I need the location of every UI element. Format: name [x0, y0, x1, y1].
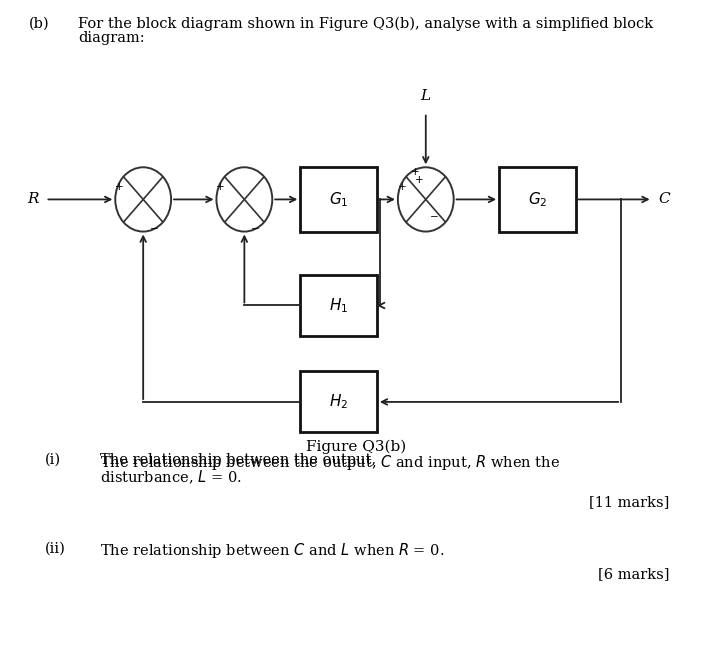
Text: +: +: [216, 182, 225, 192]
Text: +: +: [398, 182, 407, 192]
Text: Figure Q3(b): Figure Q3(b): [306, 440, 406, 454]
Text: The relationship between $C$ and $L$ when $R$ = 0.: The relationship between $C$ and $L$ whe…: [100, 541, 444, 560]
Text: $G_2$: $G_2$: [528, 190, 547, 209]
Text: +: +: [411, 167, 419, 177]
Text: $H_2$: $H_2$: [329, 392, 348, 411]
Text: disturbance, $L$ = 0.: disturbance, $L$ = 0.: [100, 469, 241, 487]
Text: [11 marks]: [11 marks]: [589, 495, 669, 509]
Bar: [300, 371, 377, 432]
Text: For the block diagram shown in Figure Q3(b), analyse with a simplified block: For the block diagram shown in Figure Q3…: [78, 16, 654, 31]
Text: [6 marks]: [6 marks]: [598, 567, 669, 581]
Text: The relationship between the output,: The relationship between the output,: [100, 453, 380, 466]
Text: R: R: [27, 192, 38, 207]
Text: (ii): (ii): [45, 541, 66, 555]
Text: L: L: [421, 89, 431, 103]
Text: +: +: [414, 175, 423, 185]
Text: The relationship between the output, $C$ and input, $R$ when the: The relationship between the output, $C$…: [100, 453, 560, 472]
Text: (b): (b): [28, 16, 49, 30]
Text: −: −: [150, 224, 158, 234]
Bar: [499, 167, 576, 232]
Bar: [300, 275, 377, 336]
Text: (i): (i): [45, 453, 61, 466]
Text: +: +: [115, 182, 124, 192]
Text: −: −: [251, 224, 259, 234]
Text: $H_1$: $H_1$: [329, 296, 348, 315]
Text: $G_1$: $G_1$: [329, 190, 348, 209]
Text: −: −: [430, 212, 439, 222]
Text: diagram:: diagram:: [78, 31, 145, 45]
Text: C: C: [658, 192, 670, 207]
Bar: [300, 167, 377, 232]
